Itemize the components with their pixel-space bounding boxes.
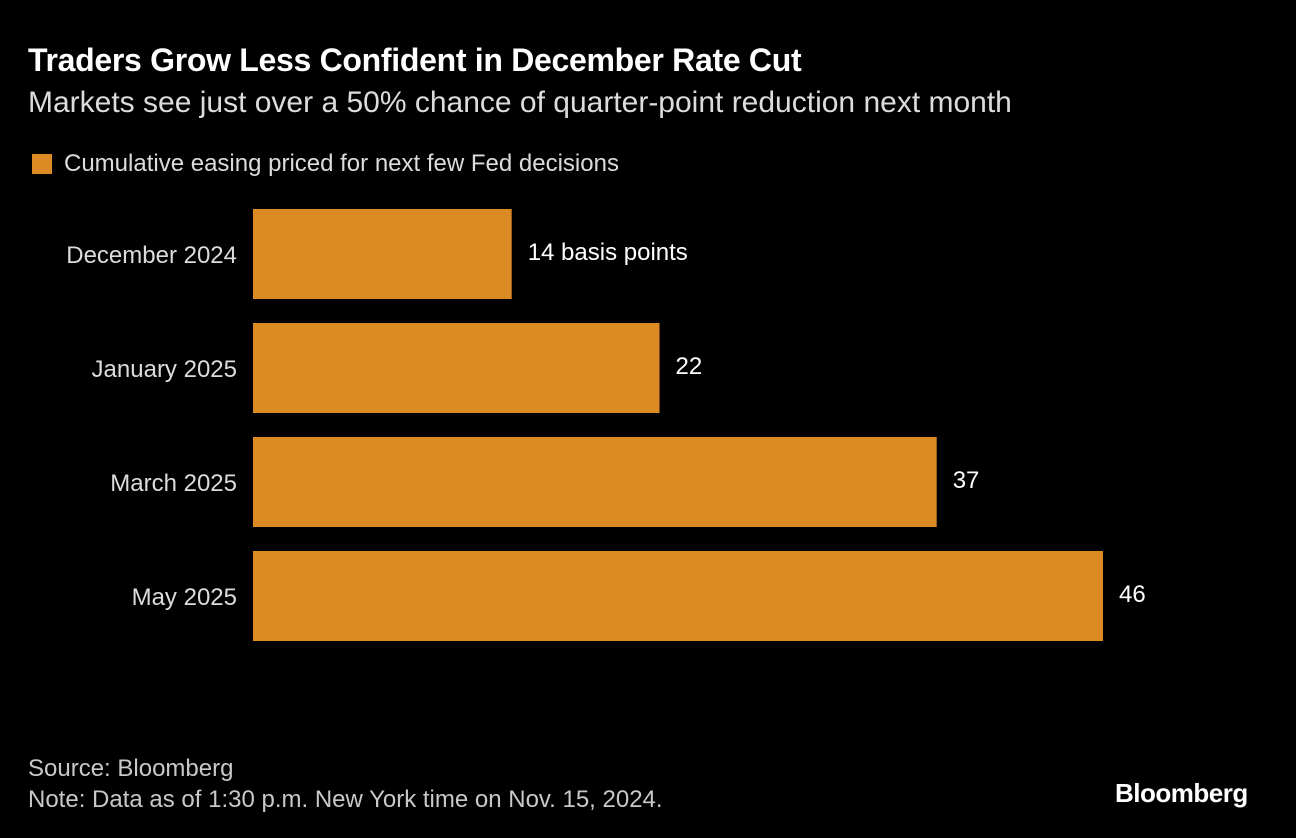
chart-title: Traders Grow Less Confident in December … [28, 42, 802, 78]
bloomberg-logo: Bloomberg [1115, 778, 1248, 808]
chart-subtitle: Markets see just over a 50% chance of qu… [28, 86, 1012, 119]
legend: Cumulative easing priced for next few Fe… [32, 150, 619, 178]
legend-label: Cumulative easing priced for next few Fe… [64, 150, 619, 177]
data-label: 46 [1119, 581, 1146, 608]
category-label: May 2025 [132, 584, 237, 611]
bar-3 [253, 551, 1103, 641]
category-label: January 2025 [92, 356, 237, 383]
data-note: Note: Data as of 1:30 p.m. New York time… [28, 786, 663, 813]
category-label: March 2025 [110, 470, 237, 497]
legend-swatch [32, 154, 52, 174]
source-note: Source: Bloomberg [28, 755, 234, 782]
bar-2 [253, 437, 937, 527]
bar-0 [253, 209, 512, 299]
data-label: 37 [953, 467, 980, 494]
data-label: 22 [676, 353, 703, 380]
bar-1 [253, 323, 660, 413]
data-label: 14 basis points [528, 239, 688, 266]
category-label: December 2024 [66, 242, 237, 269]
